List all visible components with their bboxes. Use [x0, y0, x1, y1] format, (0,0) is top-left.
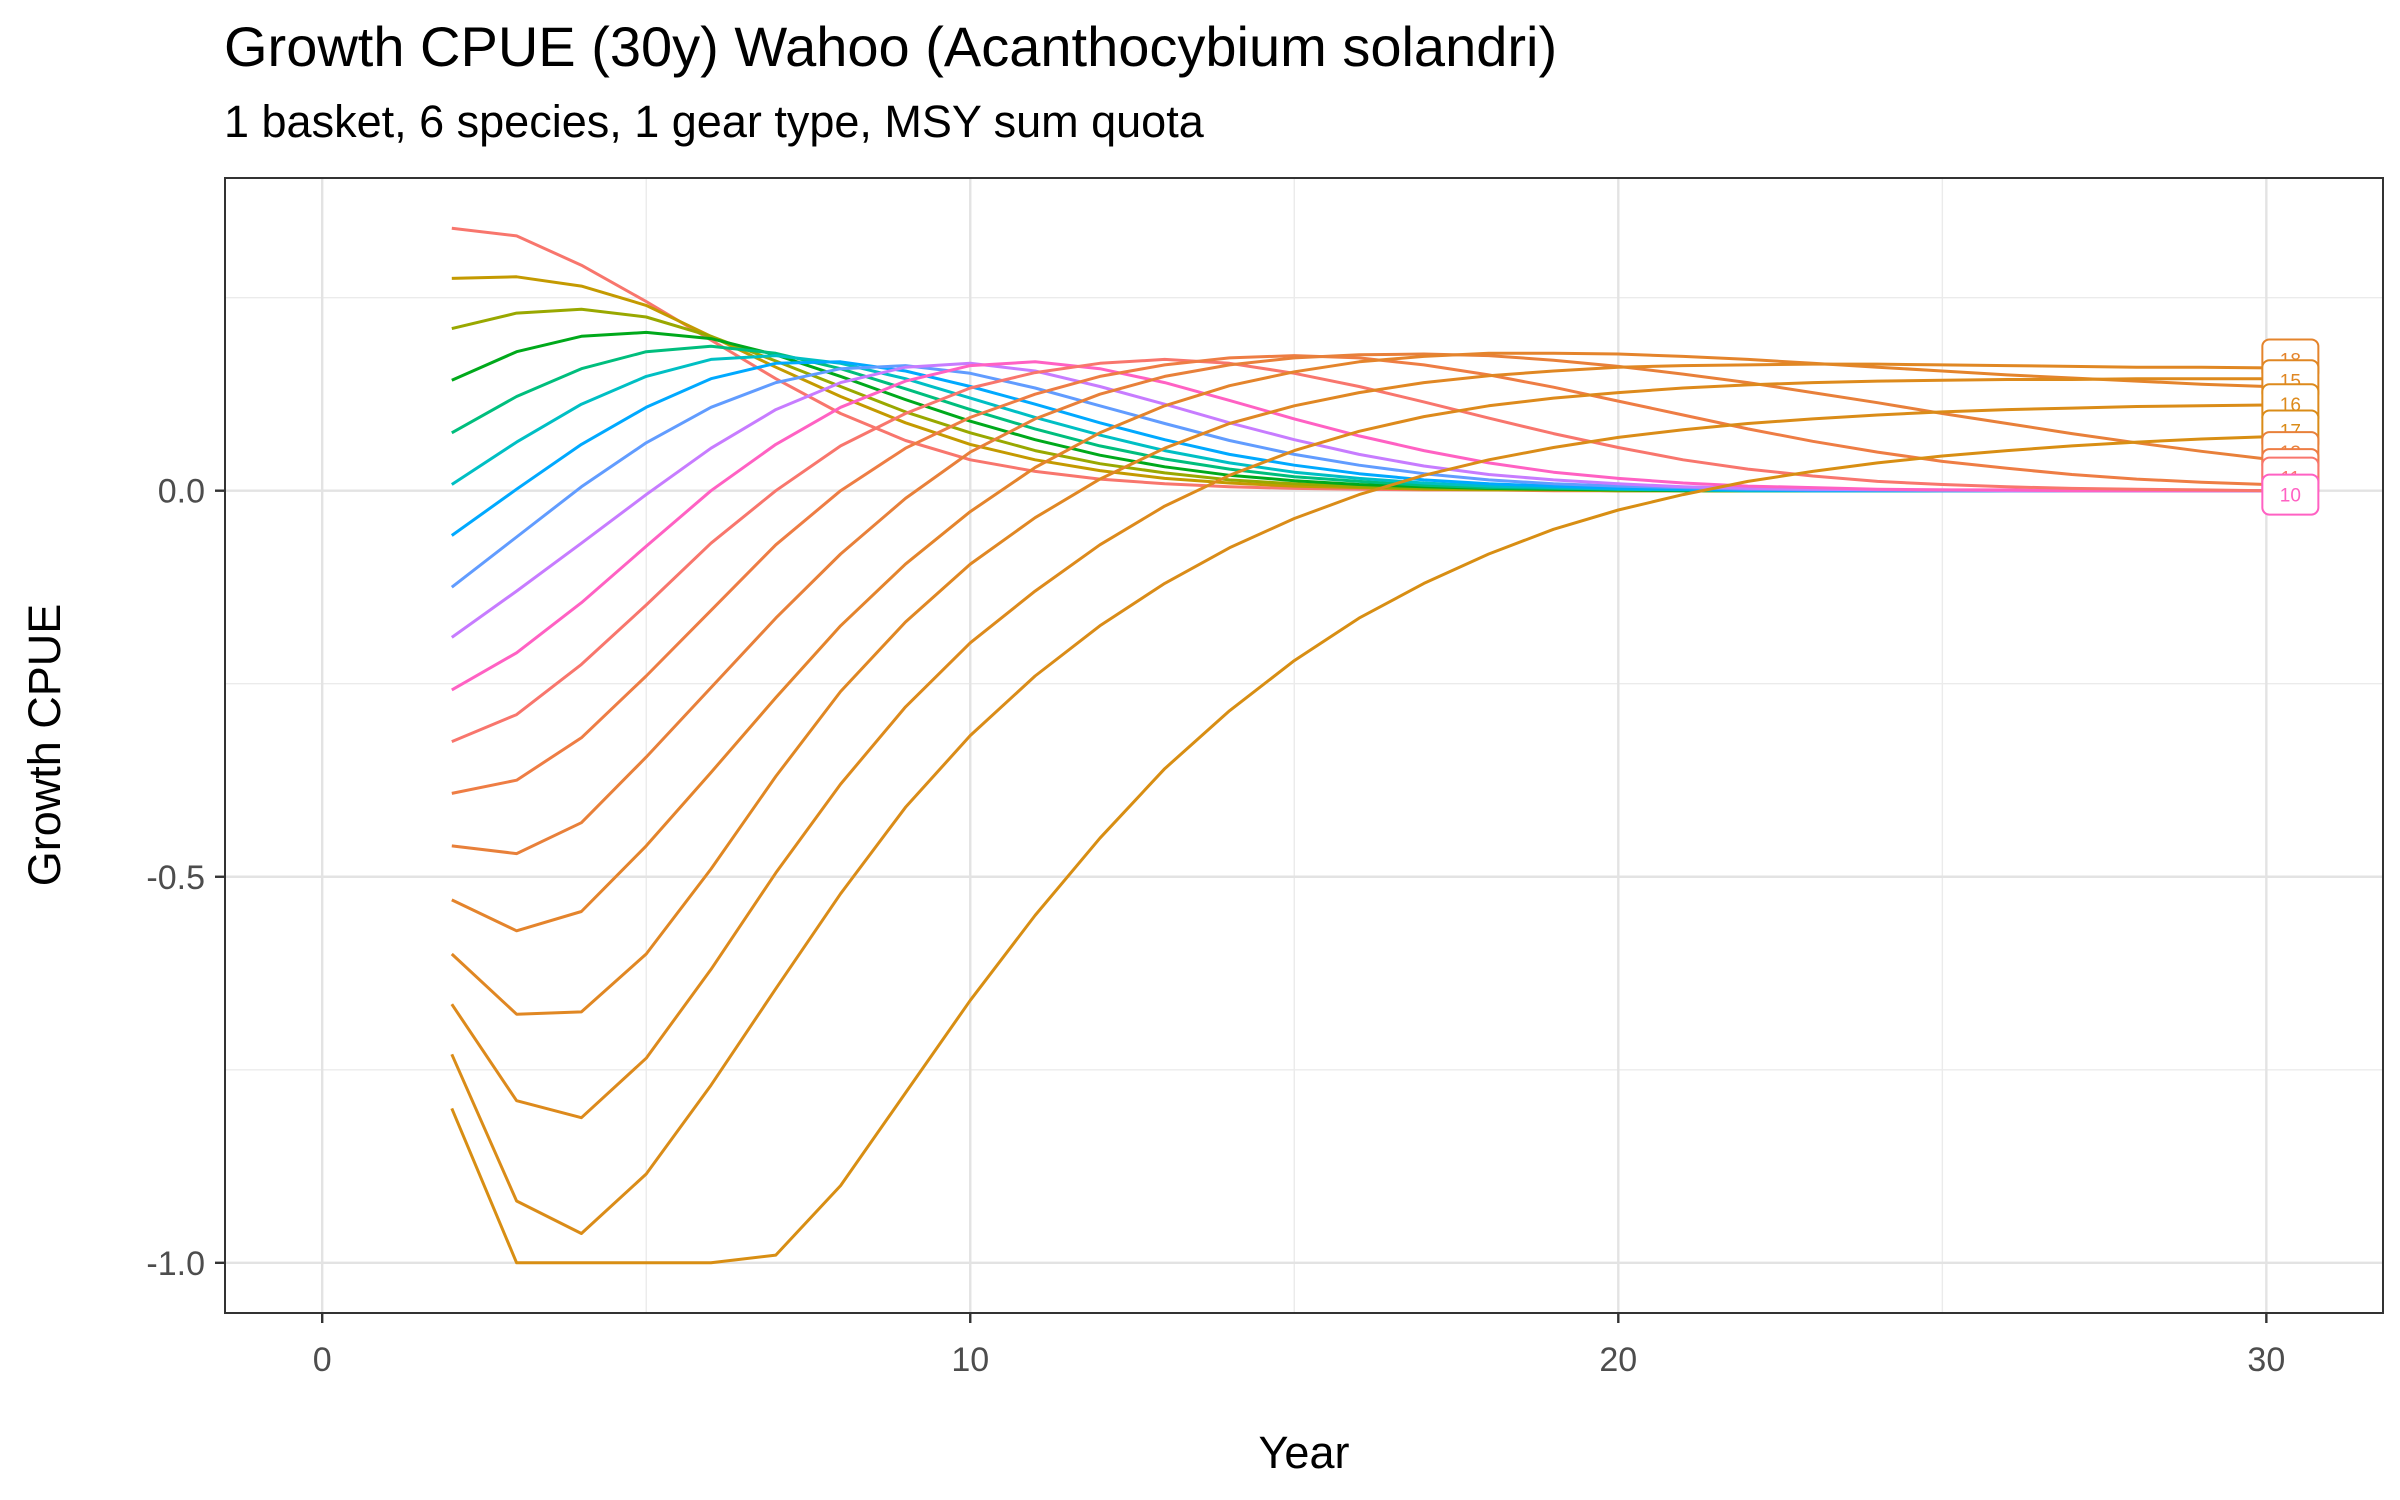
y-axis-title: Growth CPUE [19, 604, 70, 887]
chart-subtitle: 1 basket, 6 species, 1 gear type, MSY su… [224, 96, 1204, 147]
x-tick-label: 0 [313, 1341, 332, 1379]
series-line [450, 435, 2267, 1265]
end-label-box [2261, 473, 2320, 516]
axis-ticks: 0 10 20 30 -1.0 -0.5 0.0 [146, 473, 2285, 1379]
y-tick-label: 0.0 [158, 473, 205, 511]
series-line [451, 344, 2267, 493]
series-line [450, 403, 2267, 1235]
series-line [451, 354, 2267, 795]
y-tick-label: -1.0 [146, 1245, 205, 1283]
gridlines [225, 178, 2383, 1313]
end-label-text: 10 [2280, 486, 2301, 507]
end-labels: 1815161713121110 [2261, 338, 2320, 516]
series-line [450, 362, 2267, 1016]
plot-panel-border [224, 177, 2384, 1314]
series-line [451, 360, 2267, 692]
x-tick-label: 20 [1599, 1341, 1637, 1379]
chart-title: Growth CPUE (30y) Wahoo (Acanthocybium s… [224, 15, 1558, 78]
x-tick-label: 30 [2247, 1341, 2285, 1379]
x-axis-title: Year [1259, 1427, 1350, 1478]
series-line [451, 357, 2267, 743]
series-line [451, 307, 2267, 493]
series-line [451, 351, 2267, 933]
series-line [450, 377, 2267, 1120]
x-tick-label: 10 [951, 1341, 989, 1379]
series-line [451, 352, 2267, 856]
series-line [450, 364, 2267, 589]
series-lines [450, 226, 2267, 1265]
y-tick-label: -0.5 [146, 859, 205, 897]
end-label: 10 [2261, 473, 2320, 516]
series-line [451, 275, 2267, 493]
